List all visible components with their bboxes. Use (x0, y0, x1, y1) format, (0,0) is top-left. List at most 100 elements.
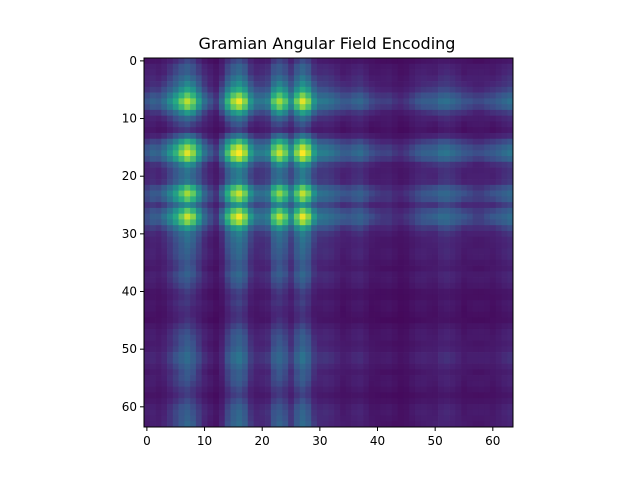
heatmap-cell (293, 75, 301, 82)
heatmap-cell (368, 282, 375, 289)
heatmap-cell (472, 58, 479, 65)
heatmap-cell (443, 334, 450, 341)
heatmap-cell (288, 328, 295, 336)
heatmap-cell (414, 357, 422, 364)
heatmap-cell (293, 380, 301, 387)
heatmap-cell (374, 167, 381, 174)
heatmap-cell (218, 409, 226, 416)
heatmap-cell (161, 369, 168, 376)
heatmap-cell (144, 144, 151, 151)
heatmap-cell (489, 403, 497, 411)
heatmap-cell (190, 259, 197, 266)
heatmap-cell (207, 213, 214, 220)
heatmap-cell (328, 380, 335, 387)
heatmap-cell (247, 121, 254, 128)
heatmap-cell (149, 340, 156, 347)
heatmap-cell (386, 236, 393, 243)
heatmap-cell (149, 294, 156, 301)
heatmap-cell (363, 357, 370, 364)
heatmap-cell (357, 161, 364, 168)
heatmap-cell (495, 184, 502, 191)
heatmap-cell (472, 305, 479, 313)
heatmap-cell (201, 150, 208, 157)
heatmap-cell (322, 161, 329, 168)
heatmap-cell (432, 323, 439, 330)
heatmap-cell (213, 190, 220, 197)
heatmap-cell (322, 346, 329, 353)
heatmap-cell (259, 317, 266, 324)
heatmap-cell (414, 109, 422, 117)
heatmap-cell (501, 190, 508, 197)
heatmap-cell (305, 144, 312, 151)
heatmap-cell (328, 179, 335, 186)
heatmap-cell (472, 375, 479, 382)
heatmap-cell (201, 184, 208, 191)
heatmap-cell (288, 150, 295, 157)
heatmap-cell (259, 288, 266, 295)
heatmap-cell (357, 196, 364, 203)
heatmap-cell (357, 184, 364, 191)
heatmap-cell (478, 63, 485, 70)
heatmap-cell (438, 369, 445, 376)
heatmap-cell (443, 380, 450, 387)
heatmap-cell (380, 305, 387, 313)
heatmap-cell (218, 375, 226, 382)
heatmap-cell (178, 369, 185, 376)
heatmap-cell (357, 230, 364, 238)
heatmap-cell (386, 415, 393, 422)
heatmap-cell (265, 213, 272, 220)
heatmap-cell (357, 317, 364, 324)
heatmap-cell (155, 334, 162, 341)
heatmap-cell (334, 294, 341, 301)
heatmap-cell (380, 294, 387, 301)
heatmap-cell (218, 104, 226, 111)
heatmap-cell (311, 75, 318, 82)
heatmap-cell (340, 398, 347, 405)
heatmap-cell (322, 132, 329, 140)
heatmap-cell (144, 265, 151, 272)
heatmap-cell (224, 230, 231, 238)
heatmap-cell (345, 421, 352, 428)
heatmap-cell (495, 328, 502, 336)
heatmap-cell (351, 317, 358, 324)
heatmap-cell (495, 161, 502, 168)
heatmap-cell (391, 109, 399, 117)
heatmap-cell (438, 380, 445, 387)
heatmap-cell (276, 230, 283, 238)
heatmap-cell (247, 115, 254, 122)
heatmap-cell (178, 156, 185, 163)
heatmap-cell (432, 248, 439, 255)
heatmap-cell (195, 69, 203, 76)
heatmap-cell (270, 230, 277, 238)
heatmap-cell (403, 179, 410, 186)
heatmap-cell (489, 58, 497, 65)
heatmap-cell (380, 167, 387, 174)
heatmap-cell (236, 184, 243, 191)
heatmap-cell (259, 213, 266, 220)
heatmap-cell (334, 75, 341, 82)
heatmap-cell (443, 225, 450, 232)
heatmap-cell (507, 115, 514, 122)
heatmap-cell (363, 184, 370, 191)
heatmap-cell (501, 184, 508, 191)
heatmap-cell (265, 63, 272, 70)
heatmap-cell (501, 265, 508, 272)
heatmap-cell (409, 386, 416, 393)
heatmap-cell (484, 92, 491, 99)
heatmap-cell (253, 225, 260, 232)
heatmap-cell (184, 127, 191, 134)
heatmap-cell (420, 179, 427, 186)
heatmap-cell (409, 213, 416, 220)
heatmap-cell (299, 150, 306, 157)
heatmap-cell (299, 271, 306, 278)
heatmap-cell (207, 58, 214, 65)
heatmap-cell (368, 334, 375, 341)
heatmap-cell (449, 380, 456, 387)
heatmap-cell (351, 86, 358, 93)
heatmap-cell (242, 109, 249, 117)
heatmap-cell (190, 127, 197, 134)
heatmap-cell (403, 392, 410, 399)
heatmap-cell (161, 265, 168, 272)
heatmap-cell (472, 144, 479, 151)
heatmap-cell (322, 277, 329, 284)
